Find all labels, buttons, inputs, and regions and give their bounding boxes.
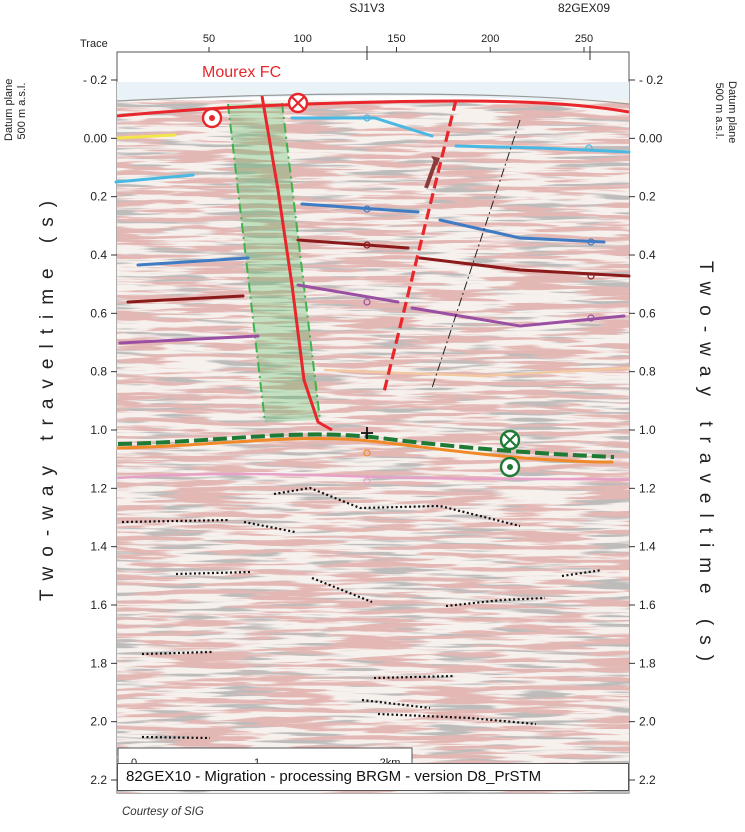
slip-arrow xyxy=(424,156,440,189)
time-tick-label-right: 2.0 xyxy=(639,715,656,729)
green-out-of-page-symbol xyxy=(499,456,521,478)
time-tick-label-left: 0.6 xyxy=(90,306,107,320)
time-tick-label-right: 1.2 xyxy=(639,481,656,495)
datum-label-left: Datum plane 500 m a.s.l. xyxy=(3,78,29,141)
time-axis-left: - 0.2 0.00 0.2 0.4 0.6 0.8 1.0 1.2 1.4 1.6 1.8 2.0 2… xyxy=(83,73,117,787)
time-tick-label-right: 1.6 xyxy=(639,598,656,612)
horizon-purple-mid xyxy=(296,283,400,304)
time-tick-label-right: 0.8 xyxy=(639,365,656,379)
green-fault-zone xyxy=(228,103,320,422)
green-into-page-symbol xyxy=(499,429,521,451)
red-dashed-fault xyxy=(382,99,458,393)
time-tick-label-left: - 0.2 xyxy=(83,73,107,87)
datum-line1-left: Datum plane xyxy=(3,78,15,141)
mourex-fault-main xyxy=(260,95,333,432)
time-axis-right: - 0.2 0.00 0.2 0.4 0.6 0.8 1.0 1.2 1.4 1.6 1.8 2.0 2… xyxy=(629,73,663,787)
trace-tick-label: 100 xyxy=(294,33,312,45)
green-zone-right-edge xyxy=(281,102,321,421)
trace-tick-label: 150 xyxy=(387,33,405,45)
horizon-peach xyxy=(323,366,631,378)
horizon-orange xyxy=(116,436,614,464)
horizon-blue-mid xyxy=(300,202,420,214)
time-tick-label-left: 1.4 xyxy=(90,540,107,554)
datum-line2-right: 500 m a.s.l. xyxy=(713,82,725,140)
time-tick-label-right: 0.6 xyxy=(639,306,656,320)
horizon-cyan-right-b xyxy=(454,144,631,154)
figure-caption: 82GEX10 - Migration - processing BRGM - … xyxy=(117,763,629,791)
red-into-page-symbol xyxy=(287,92,309,114)
datum-line2-left: 500 m a.s.l. xyxy=(16,82,28,140)
horizon-purple-right xyxy=(410,306,626,328)
time-tick-label-right: 1.0 xyxy=(639,423,656,437)
time-tick-label-right: - 0.2 xyxy=(639,73,663,87)
twt-title-left: Two-way traveltime (s) xyxy=(37,190,58,601)
horizons xyxy=(114,116,631,482)
horizon-purple-left xyxy=(118,334,260,345)
horizon-cyan-right-a xyxy=(290,116,434,138)
time-tick-label-right: 0.4 xyxy=(639,248,656,262)
time-tick-label-left: 0.8 xyxy=(90,365,107,379)
crossline-label: 82GEX09 xyxy=(558,1,610,15)
red-out-of-page-symbol xyxy=(201,107,223,129)
time-tick-label-left: 1.2 xyxy=(90,481,107,495)
time-tick-label-right: 0.2 xyxy=(639,190,656,204)
time-tick-label-right: 1.8 xyxy=(639,656,656,670)
trace-axis-title: Trace xyxy=(80,38,108,50)
time-tick-label-right: 2.2 xyxy=(639,773,656,787)
trace-tick-label: 50 xyxy=(203,33,215,45)
topography-line xyxy=(117,93,629,105)
horizon-darkred-mid xyxy=(296,238,410,250)
time-tick-label-left: 0.2 xyxy=(90,190,107,204)
courtesy-note: Courtesy of SIG xyxy=(122,806,204,818)
green-zone-left-edge xyxy=(227,103,266,423)
datum-line1-right: Datum plane xyxy=(726,81,738,144)
twt-title-right: Two-way traveltime (s) xyxy=(695,261,716,672)
time-tick-label-left: 1.0 xyxy=(90,423,107,437)
horizon-cyan-left xyxy=(114,173,195,184)
horizon-blue-left xyxy=(136,256,250,267)
time-tick-label-right: 1.4 xyxy=(639,540,656,554)
green-dashed-horizon xyxy=(117,432,615,459)
fault-label: Mourex FC xyxy=(202,64,281,81)
horizon-pink xyxy=(116,472,631,482)
horizon-blue-right xyxy=(438,218,606,244)
surface-sky xyxy=(117,82,629,108)
time-tick-label-left: 0.4 xyxy=(90,248,107,262)
trace-tick-label: 250 xyxy=(575,33,593,45)
horizon-yellow xyxy=(116,133,177,140)
well-plus-marker xyxy=(361,427,373,439)
black-dashdot-fault xyxy=(431,119,521,389)
time-tick-label-left: 1.8 xyxy=(90,656,107,670)
well-label: SJ1V3 xyxy=(349,1,385,15)
horizon-darkred-left xyxy=(126,294,245,304)
time-tick-label-left: 1.6 xyxy=(90,598,107,612)
dotted-reflectors xyxy=(121,486,603,740)
time-tick-label-left: 2.0 xyxy=(90,715,107,729)
time-tick-label-left: 0.00 xyxy=(84,131,108,145)
datum-label-right: Datum plane 500 m a.s.l. xyxy=(712,81,738,144)
trace-tick-label: 200 xyxy=(481,33,499,45)
horizon-markers xyxy=(363,114,595,485)
mourex-fault-surface-trace xyxy=(116,99,630,118)
time-tick-label-right: 0.00 xyxy=(639,131,663,145)
time-tick-label-left: 2.2 xyxy=(90,773,107,787)
trace-axis: 50 100 150 200 250 xyxy=(203,33,593,52)
